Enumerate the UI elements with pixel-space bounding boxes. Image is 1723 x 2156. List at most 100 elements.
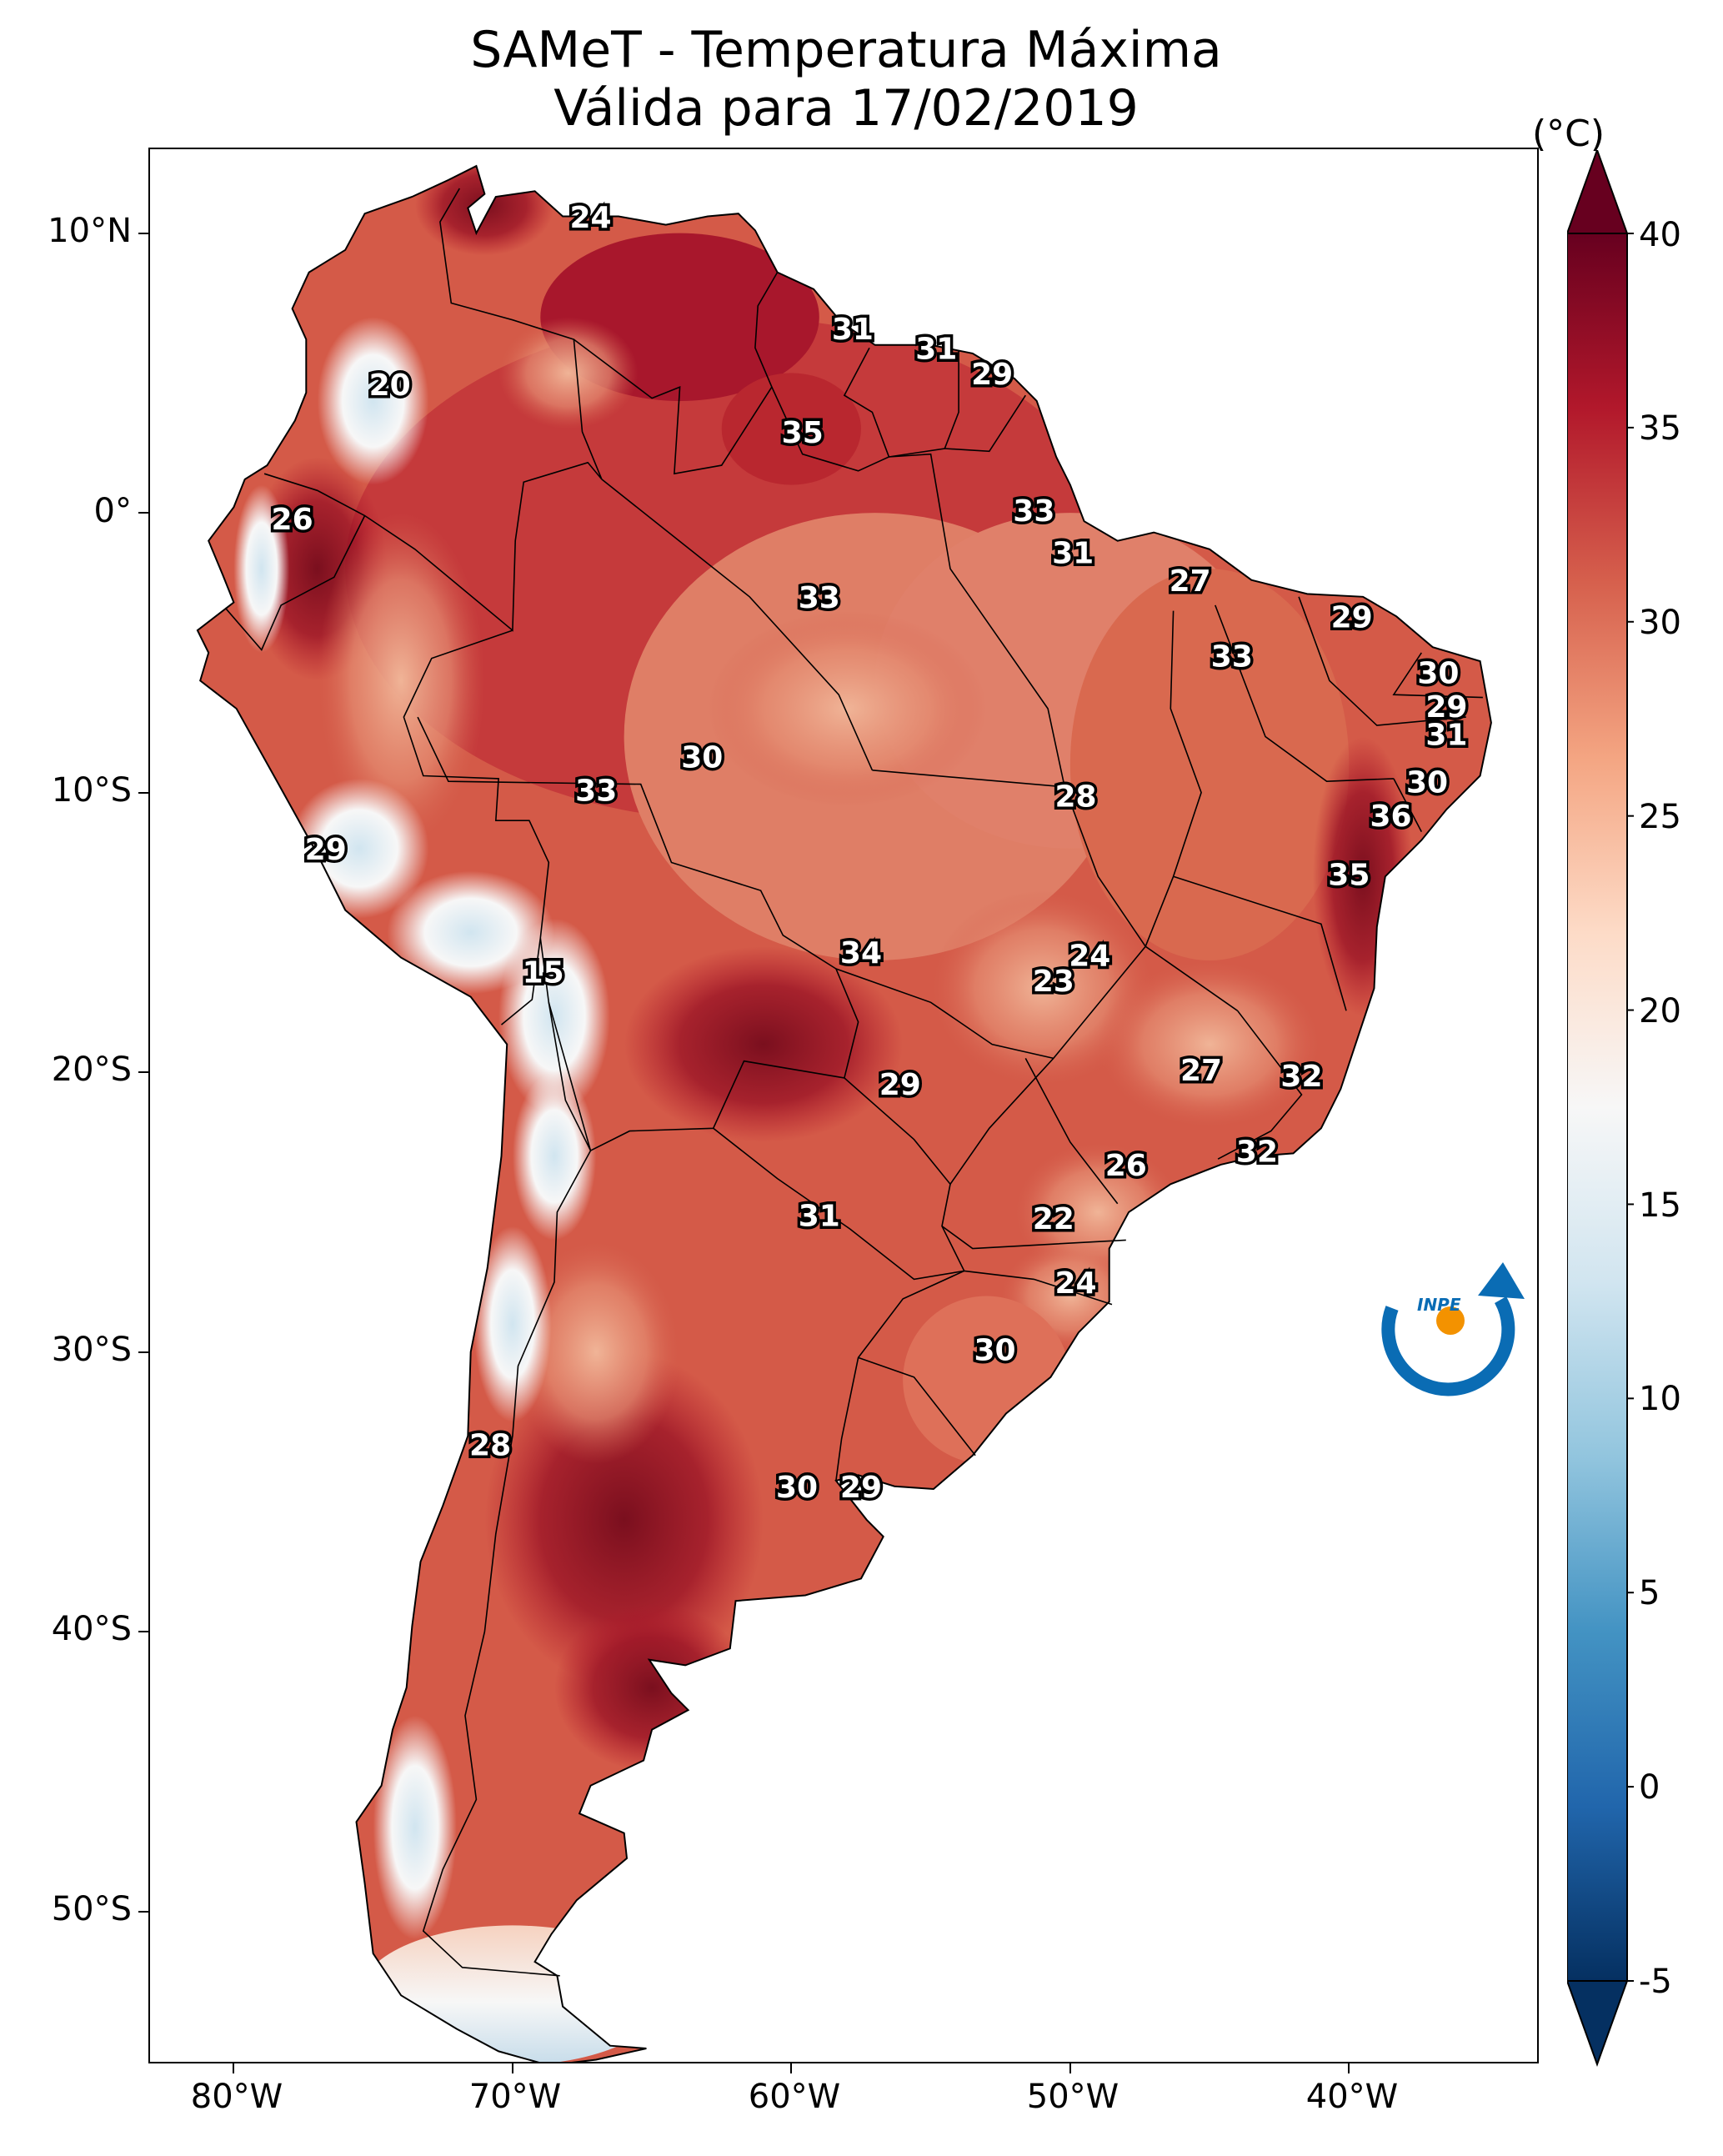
station-value-label: 29 [305,833,347,867]
station-value-label: 30 [681,740,723,775]
axis-tick-mark [138,1910,148,1913]
axis-tick-mark [233,2063,235,2073]
station-value-label: 30 [1406,766,1448,800]
station-value-label: 32 [1236,1135,1278,1169]
station-value-label: 31 [1052,536,1094,570]
colorbar-tick-label: -5 [1639,1963,1672,2001]
temperature-pattern [233,166,1414,2062]
country-border [1024,1058,1119,1205]
station-value-label: 27 [1170,564,1211,599]
logo-text: INPE [1417,1295,1461,1315]
lat-tick-label: 50°S [51,1890,132,1928]
country-border [889,453,1147,1185]
station-value-label: 30 [776,1471,818,1505]
country-border [263,188,603,632]
temperature-zone [1098,960,1321,1129]
temperature-zone [708,610,987,807]
station-value-label: 33 [1211,640,1253,674]
country-border [1393,778,1423,832]
station-value-label: 28 [1054,780,1096,814]
lat-tick-label: 10°N [48,212,132,250]
temperature-zone [498,918,610,1115]
axis-tick-mark [138,512,148,514]
station-value-label: 35 [782,416,824,450]
country-border [835,968,1054,1060]
lat-tick-label: 10°S [51,771,132,810]
station-value-label: 23 [1033,965,1074,999]
colorbar-tick-label: 15 [1639,1186,1681,1225]
colorbar-tick-label: 0 [1639,1768,1660,1807]
country-border [1298,596,1466,726]
country-border [872,770,1065,788]
temperature-zone [930,890,1155,1086]
station-value-label: 24 [569,201,611,235]
station-value-label: 31 [832,313,874,347]
country-border [944,394,1026,453]
temperature-zone [624,946,904,1143]
country-border [1217,1010,1303,1160]
temperature-zone [317,317,429,485]
temperature-zone [512,1072,597,1241]
country-border [1392,652,1483,699]
station-value-label: 27 [1180,1054,1222,1088]
country-border [858,1356,976,1457]
station-value-label: 26 [1105,1149,1147,1183]
country-borders [196,164,1492,2062]
temperature-zone [1069,569,1350,960]
logo-dot-icon [1436,1306,1465,1335]
colorbar-unit-label: (°C) [1532,113,1605,155]
logo-arrow-icon [1478,1262,1525,1299]
lon-tick-label: 80°W [190,2078,283,2116]
country-border [1144,610,1202,947]
station-value-label: 33 [1013,494,1054,529]
country-border [539,937,845,1152]
temperature-zone [358,1925,666,2062]
temperature-zone [373,1715,457,1940]
temperature-zone [473,1226,552,1422]
colorbar-tick-label: 30 [1639,604,1681,642]
country-border [403,629,550,1025]
station-value-label: 31 [915,333,957,367]
colorbar-tick-label: 10 [1639,1380,1681,1418]
lon-tick-label: 40°W [1305,2078,1399,2116]
country-border [573,272,779,475]
colorbar [1567,150,1634,2067]
station-value-label: 29 [1425,690,1467,725]
country-border [224,515,366,651]
country-border [941,1226,1126,1250]
continent-temperature-field [197,166,1491,2062]
colorbar-min-arrow [1567,1980,1629,2067]
station-value-label: 28 [469,1429,511,1463]
station-value-label: 33 [575,775,617,809]
station-value-label: 15 [523,956,564,990]
colorbar-max-arrow [1567,150,1629,234]
lon-tick-label: 60°W [748,2078,841,2116]
station-value-label: 22 [1033,1202,1074,1236]
colorbar-tick-label: 20 [1639,992,1681,1030]
lon-tick-label: 50°W [1026,2078,1119,2116]
country-border [1215,604,1394,783]
country-border [1173,875,1347,1011]
coastline [196,164,1492,2062]
inpe-logo: INPE [1381,1262,1525,1396]
station-value-label: 29 [879,1068,921,1102]
colorbar-tick-label: 25 [1639,798,1681,836]
axis-tick-mark [511,2063,513,2073]
map-subtitle: Válida para 17/02/2019 [553,79,1139,138]
map-title: SAMeT - Temperatura Máxima [470,21,1222,79]
country-border [1144,945,1239,1011]
temperature-zone [317,513,485,849]
map-panel: 24 31 31 29 20 35 33 26 31 27 33 29 33 30 29 31 30 30 33 28… [148,148,1539,2063]
station-value-label: 30 [974,1334,1015,1368]
lon-tick-label: 70°W [468,2078,562,2116]
station-value-label: 33 [799,581,840,615]
station-value-label: 31 [799,1200,840,1234]
station-value-label: 36 [1370,800,1411,834]
country-border [422,1002,592,1977]
station-value-label: 30 [1417,657,1459,691]
country-border [417,716,859,1079]
axis-tick-mark [138,1071,148,1074]
temperature-zone [414,166,555,256]
